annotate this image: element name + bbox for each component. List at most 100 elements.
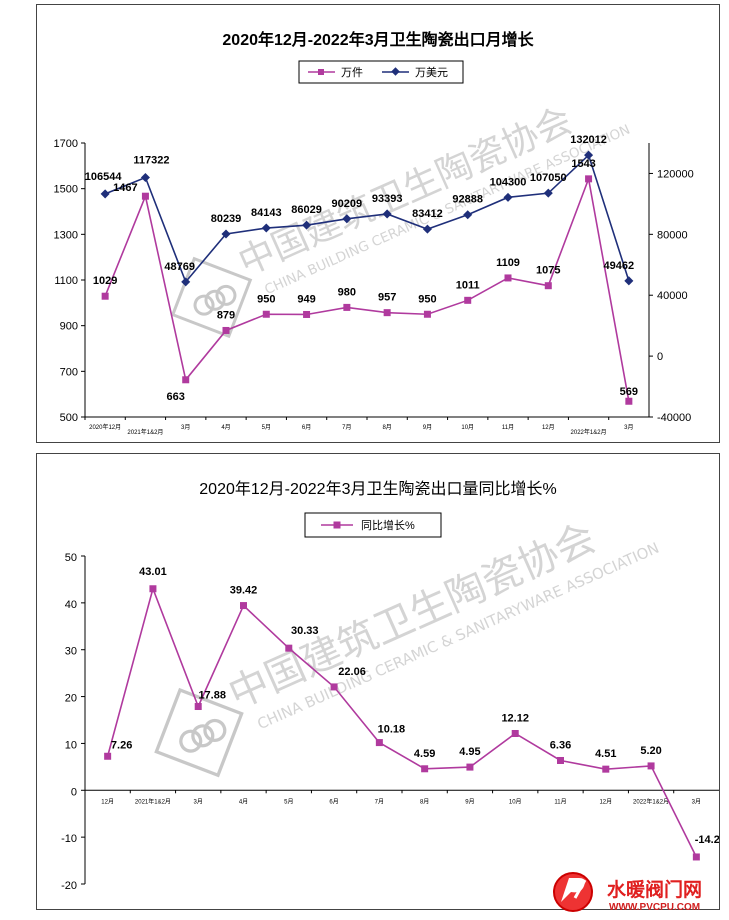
data-point-usd <box>422 224 432 234</box>
data-label-yoy: 4.51 <box>595 748 616 760</box>
x-tick-label: 10月 <box>461 424 474 431</box>
watermark-emblem <box>170 256 253 339</box>
data-point-pieces <box>504 274 512 282</box>
data-label-pieces: 879 <box>217 309 235 321</box>
y-tick-label: 20 <box>65 693 77 705</box>
data-label-usd: 86029 <box>291 204 322 216</box>
x-tick-label: 8月 <box>420 798 429 805</box>
x-tick-label: 3月 <box>194 798 203 805</box>
data-label-yoy: 12.12 <box>501 712 529 724</box>
right-y-tick-label: -40000 <box>657 412 691 424</box>
data-point-usd <box>181 277 191 287</box>
data-label-yoy: 7.26 <box>111 739 132 751</box>
data-label-yoy: -14.23 <box>695 834 719 846</box>
data-label-usd: 132012 <box>570 134 607 146</box>
y-tick-label: -20 <box>61 880 77 892</box>
right-y-tick-label: 120000 <box>657 168 694 180</box>
x-tick-label: 2022年1&2月 <box>633 797 669 805</box>
legend-marker-yoy <box>333 521 341 529</box>
x-tick-label: 3月 <box>181 424 190 431</box>
data-point-yoy <box>285 644 293 652</box>
data-point-yoy <box>692 853 700 861</box>
data-point-pieces <box>262 310 270 318</box>
data-label-yoy: 22.06 <box>338 666 366 678</box>
x-tick-label: 2021年1&2月 <box>135 797 171 805</box>
watermark-emblem-ring <box>204 289 226 311</box>
data-point-pieces <box>464 296 472 304</box>
data-point-yoy <box>647 762 655 770</box>
watermark-emblem-ring <box>193 294 215 316</box>
data-point-pieces <box>343 303 351 311</box>
data-point-pieces <box>303 310 311 318</box>
data-point-usd <box>624 276 634 286</box>
series-line-yoy <box>106 586 698 858</box>
data-label-pieces: 1109 <box>496 257 520 269</box>
data-point-usd <box>463 210 473 220</box>
legend: 同比增长% <box>304 512 442 538</box>
x-tick-label: 4月 <box>221 424 230 431</box>
right-y-tick-label: 0 <box>657 351 663 363</box>
data-label-pieces: 980 <box>338 286 356 298</box>
data-label-yoy: 4.95 <box>459 746 480 758</box>
data-label-pieces: 950 <box>257 293 275 305</box>
legend-marker-pieces <box>318 69 324 75</box>
x-tick-label: 9月 <box>423 424 432 431</box>
data-label-yoy: 4.59 <box>414 748 435 760</box>
y-tick-label: 10 <box>65 739 77 751</box>
data-point-pieces <box>544 282 552 290</box>
data-point-pieces <box>141 192 149 200</box>
x-tick-label: 2021年1&2月 <box>127 428 163 436</box>
y-tick-label: -10 <box>61 833 77 845</box>
data-point-pieces <box>383 309 391 317</box>
watermark-emblem-ring <box>203 718 227 742</box>
site-logo-url: WWW.PVCPU.COM <box>609 902 700 913</box>
data-label-usd: 117322 <box>133 155 169 167</box>
data-point-usd <box>503 192 513 202</box>
left-y-tick-label: 1700 <box>54 138 78 150</box>
watermark-emblem <box>154 687 244 778</box>
x-tick-label: 2022年1&2月 <box>571 428 607 436</box>
data-label-usd: 92888 <box>452 194 483 206</box>
x-tick-label: 10月 <box>509 798 522 805</box>
data-point-usd <box>382 209 392 219</box>
x-tick-label: 12月 <box>101 798 114 805</box>
series-line-pieces <box>104 175 630 402</box>
right-y-tick-label: 40000 <box>657 290 688 302</box>
x-tick-label: 2020年12月 <box>89 423 121 431</box>
data-point-yoy <box>602 765 610 773</box>
left-y-tick-label: 700 <box>60 366 78 378</box>
data-label-usd: 48769 <box>164 261 195 273</box>
data-point-usd <box>100 189 110 199</box>
site-logo-graphic: 水暖阀门网 WWW.PVCPU.COM <box>553 872 702 913</box>
watermark-emblem-ring <box>191 724 215 748</box>
site-logo[interactable]: 水暖阀门网 WWW.PVCPU.COM <box>549 868 725 916</box>
data-point-pieces <box>182 376 190 384</box>
watermark-cn-text: 中国建筑卫生陶瓷协会 <box>222 515 602 718</box>
x-tick-label: 3月 <box>624 424 633 431</box>
watermark-emblem-ring <box>215 284 237 306</box>
data-label-usd: 104300 <box>490 176 527 188</box>
data-label-pieces: 949 <box>297 293 315 305</box>
legend-label-pieces: 万件 <box>341 66 363 79</box>
data-label-pieces: 1075 <box>536 265 560 277</box>
data-label-pieces: 1543 <box>571 158 595 170</box>
data-label-pieces: 1467 <box>113 182 137 194</box>
x-tick-label: 6月 <box>329 798 338 805</box>
data-label-yoy: 5.20 <box>640 745 661 757</box>
data-point-yoy <box>557 756 564 764</box>
left-y-tick-label: 1500 <box>54 184 78 196</box>
data-label-yoy: 17.88 <box>198 690 226 702</box>
data-label-pieces: 957 <box>378 292 396 304</box>
watermark-emblem-ring <box>179 729 203 753</box>
x-tick-label: 11月 <box>554 798 566 805</box>
data-point-pieces <box>423 310 431 318</box>
data-label-yoy: 43.01 <box>139 566 167 578</box>
x-tick-label: 9月 <box>465 798 474 805</box>
x-tick-label: 7月 <box>375 798 384 805</box>
watermark-cn-text: 中国建筑卫生陶瓷协会 <box>233 100 579 284</box>
data-label-pieces: 569 <box>620 386 638 398</box>
x-tick-label: 3月 <box>692 798 701 805</box>
data-point-pieces <box>222 326 230 334</box>
x-tick-label: 8月 <box>382 424 391 431</box>
data-label-usd: 106544 <box>85 171 123 183</box>
